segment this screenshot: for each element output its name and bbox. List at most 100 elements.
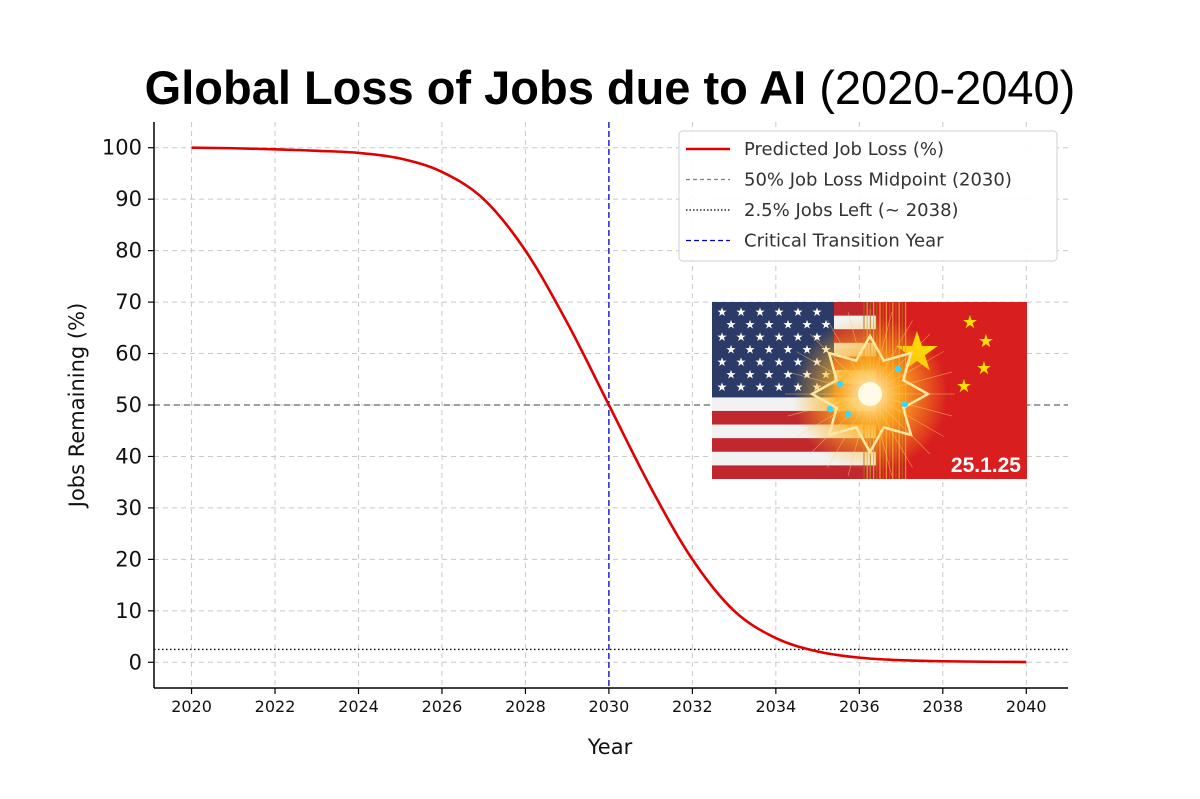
- ray: [869, 351, 944, 395]
- ray: [869, 311, 893, 395]
- network-node: [894, 365, 902, 373]
- network-node: [901, 400, 909, 408]
- ray: [869, 371, 953, 395]
- chart-title-main: Global Loss of Jobs due to AI: [144, 61, 807, 114]
- us-star: ★: [745, 343, 756, 357]
- us-star: ★: [793, 355, 804, 369]
- y-tick-label: 90: [115, 187, 142, 211]
- us-star: ★: [755, 305, 766, 319]
- inset-image: ★★★★★★★★★★★★★★★★★★★★★★★★★★★★★★★★★★★★★★★★…: [712, 302, 1027, 479]
- legend-box: [678, 130, 1058, 262]
- series-layer: [191, 146, 1027, 664]
- us-star: ★: [726, 343, 737, 357]
- us-star: ★: [736, 355, 747, 369]
- china-small-star: ★: [956, 376, 972, 397]
- us-star: ★: [783, 318, 794, 332]
- us-star: ★: [774, 305, 785, 319]
- ray: [809, 333, 871, 395]
- legend-label: Predicted Job Loss (%): [744, 139, 944, 160]
- us-star: ★: [745, 318, 756, 332]
- us-star: ★: [802, 318, 813, 332]
- chart-title-range: (2020-2040): [819, 61, 1076, 114]
- us-star: ★: [736, 305, 747, 319]
- us-star: ★: [755, 330, 766, 344]
- y-tick-label: 20: [115, 547, 142, 571]
- us-star: ★: [783, 343, 794, 357]
- x-tick-label: 2022: [255, 697, 296, 716]
- ray: [847, 311, 871, 395]
- ray: [796, 351, 871, 395]
- china-small-star: ★: [962, 312, 978, 333]
- y-tick-label: 10: [115, 599, 142, 623]
- us-star: ★: [821, 318, 832, 332]
- us-star: ★: [764, 368, 775, 382]
- us-star: ★: [745, 368, 756, 382]
- x-tick-label: 2032: [672, 697, 713, 716]
- y-tick-label: 0: [129, 650, 142, 674]
- us-star: ★: [774, 380, 785, 394]
- x-axis-label: Year: [587, 735, 633, 759]
- x-tick-label: 2030: [589, 697, 630, 716]
- network-node: [826, 405, 834, 413]
- us-star: ★: [774, 330, 785, 344]
- x-tick-label: 2024: [338, 697, 379, 716]
- us-stripe: [712, 465, 886, 479]
- ai-core: [858, 382, 882, 406]
- y-tick-label: 60: [115, 342, 142, 366]
- legend-label: Critical Transition Year: [744, 231, 944, 252]
- network-node: [836, 380, 844, 388]
- us-star: ★: [736, 380, 747, 394]
- x-tick-label: 2038: [922, 697, 963, 716]
- ray: [869, 393, 893, 477]
- x-tick-label: 2036: [839, 697, 880, 716]
- ray: [809, 393, 871, 455]
- ray: [869, 393, 953, 417]
- network-node: [844, 410, 852, 418]
- x-tick-label: 2034: [755, 697, 796, 716]
- ray: [796, 393, 871, 437]
- inset-artwork: ★★★★★★★★★★★★★★★★★★★★★★★★★★★★★★★★★★★★★★★★…: [712, 302, 1027, 479]
- tick-labels: 2020 2022 2024 2026 2028 2030 2032 2034 2036 2038…: [102, 136, 1047, 716]
- us-star: ★: [726, 368, 737, 382]
- us-star: ★: [774, 355, 785, 369]
- us-star: ★: [717, 330, 728, 344]
- inset-caption: 25.1.25: [951, 454, 1021, 477]
- ray: [827, 393, 871, 468]
- y-axis-label: Jobs Remaining (%): [65, 303, 89, 510]
- x-tick-label: 2026: [422, 697, 463, 716]
- legend-label: 50% Job Loss Midpoint (2030): [744, 170, 1012, 191]
- chart-title: Global Loss of Jobs due to AI (2020-2040…: [0, 60, 1200, 115]
- y-tick-label: 70: [115, 290, 142, 314]
- axes: [148, 122, 1068, 694]
- ray: [869, 393, 931, 455]
- ray: [847, 393, 871, 477]
- us-star: ★: [736, 330, 747, 344]
- x-tick-label: 2028: [505, 697, 546, 716]
- y-tick-label: 50: [115, 393, 142, 417]
- us-star: ★: [726, 318, 737, 332]
- ray: [787, 393, 871, 417]
- us-star: ★: [812, 305, 823, 319]
- us-star: ★: [717, 380, 728, 394]
- us-star: ★: [764, 318, 775, 332]
- y-tick-label: 80: [115, 239, 142, 263]
- series-line-predicted-job-loss: [191, 146, 1027, 664]
- us-star: ★: [783, 368, 794, 382]
- us-star: ★: [793, 330, 804, 344]
- china-small-star: ★: [978, 331, 994, 352]
- x-tick-label: 2040: [1006, 697, 1047, 716]
- y-tick-label: 100: [102, 136, 142, 160]
- us-star: ★: [755, 380, 766, 394]
- us-star: ★: [793, 305, 804, 319]
- ray: [869, 320, 913, 395]
- us-star: ★: [755, 355, 766, 369]
- ray: [869, 333, 931, 395]
- us-star: ★: [717, 355, 728, 369]
- ray: [787, 371, 871, 395]
- ray: [827, 320, 871, 395]
- ray: [869, 393, 913, 468]
- china-small-star: ★: [976, 358, 992, 379]
- y-tick-label: 30: [115, 496, 142, 520]
- y-tick-label: 40: [115, 444, 142, 468]
